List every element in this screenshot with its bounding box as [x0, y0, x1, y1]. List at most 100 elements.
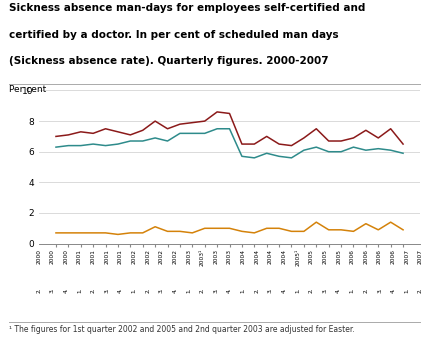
Text: 1.: 1. — [350, 287, 355, 293]
Text: 4.: 4. — [336, 287, 341, 293]
Text: 2002: 2002 — [145, 249, 150, 264]
Doctor-certified — [227, 127, 232, 131]
Text: 2007: 2007 — [418, 249, 423, 264]
Self-certified — [338, 228, 344, 232]
Total — [115, 130, 121, 134]
Doctor-certified — [326, 150, 331, 154]
Text: 2007: 2007 — [404, 249, 409, 264]
Doctor-certified — [78, 143, 83, 148]
Self-certified — [128, 231, 133, 235]
Text: 1.: 1. — [241, 287, 246, 293]
Self-certified — [252, 231, 257, 235]
Text: 2004: 2004 — [268, 249, 273, 264]
Doctor-certified — [252, 156, 257, 160]
Text: 4.: 4. — [63, 287, 68, 293]
Self-certified — [351, 229, 356, 234]
Total — [376, 136, 381, 140]
Text: 2005: 2005 — [323, 249, 327, 264]
Doctor-certified — [165, 139, 170, 143]
Text: 2006: 2006 — [377, 249, 382, 264]
Text: ¹ The figures for 1st quarter 2002 and 2005 and 2nd quarter 2003 are adjusted fo: ¹ The figures for 1st quarter 2002 and 2… — [9, 325, 354, 334]
Total — [289, 143, 294, 148]
Self-certified — [376, 228, 381, 232]
Text: 2005¹: 2005¹ — [295, 249, 300, 266]
Self-certified — [363, 222, 369, 226]
Text: 2000: 2000 — [63, 249, 68, 264]
Self-certified — [190, 231, 195, 235]
Text: 2.: 2. — [145, 287, 150, 293]
Text: 2.: 2. — [91, 287, 96, 293]
Self-certified — [264, 226, 269, 230]
Text: 2.: 2. — [200, 287, 205, 293]
Text: certified by a doctor. In per cent of scheduled man days: certified by a doctor. In per cent of sc… — [9, 30, 338, 40]
Total — [103, 127, 108, 131]
Text: 2002: 2002 — [132, 249, 136, 264]
Self-certified — [239, 229, 245, 234]
Total — [190, 120, 195, 125]
Doctor-certified — [376, 147, 381, 151]
Self-certified — [314, 220, 319, 224]
Doctor-certified — [115, 142, 121, 146]
Total — [351, 136, 356, 140]
Doctor-certified — [91, 142, 96, 146]
Self-certified — [301, 229, 306, 234]
Doctor-certified — [401, 151, 406, 155]
Line: Self-certified: Self-certified — [56, 222, 403, 235]
Doctor-certified — [153, 136, 158, 140]
Total — [128, 133, 133, 137]
Text: 3.: 3. — [50, 287, 55, 293]
Doctor-certified — [128, 139, 133, 143]
Self-certified — [401, 228, 406, 232]
Text: 2006: 2006 — [363, 249, 369, 264]
Text: 2.: 2. — [309, 287, 314, 293]
Doctor-certified — [66, 143, 71, 148]
Text: 3.: 3. — [104, 287, 109, 293]
Total — [78, 130, 83, 134]
Self-certified — [66, 231, 71, 235]
Text: 2003: 2003 — [213, 249, 218, 264]
Total — [53, 134, 58, 139]
Text: 1.: 1. — [186, 287, 191, 293]
Total — [326, 139, 331, 143]
Total — [202, 119, 207, 123]
Text: 4.: 4. — [172, 287, 178, 293]
Text: 2006: 2006 — [391, 249, 396, 264]
Text: 3.: 3. — [213, 287, 218, 293]
Text: 2000: 2000 — [50, 249, 55, 264]
Doctor-certified — [388, 148, 393, 152]
Text: 4.: 4. — [281, 287, 287, 293]
Text: 1.: 1. — [132, 287, 136, 293]
Self-certified — [326, 228, 331, 232]
Total — [91, 131, 96, 135]
Text: 1.: 1. — [295, 287, 300, 293]
Doctor-certified — [177, 131, 182, 135]
Self-certified — [227, 226, 232, 230]
Total — [153, 119, 158, 123]
Text: 2001: 2001 — [77, 249, 82, 264]
Text: 2001: 2001 — [91, 249, 96, 264]
Text: Per cent: Per cent — [9, 85, 46, 94]
Text: 4.: 4. — [227, 287, 232, 293]
Doctor-certified — [351, 145, 356, 149]
Text: (Sickness absence rate). Quarterly figures. 2000-2007: (Sickness absence rate). Quarterly figur… — [9, 56, 328, 66]
Doctor-certified — [277, 154, 282, 158]
Self-certified — [388, 220, 393, 224]
Text: 2.: 2. — [363, 287, 369, 293]
Text: 2.: 2. — [36, 287, 41, 293]
Self-certified — [277, 226, 282, 230]
Self-certified — [289, 229, 294, 234]
Text: 2001: 2001 — [104, 249, 109, 264]
Text: 4.: 4. — [391, 287, 396, 293]
Self-certified — [103, 231, 108, 235]
Text: 2006: 2006 — [350, 249, 355, 264]
Text: 3.: 3. — [268, 287, 273, 293]
Text: 3.: 3. — [377, 287, 382, 293]
Text: 2003¹: 2003¹ — [200, 249, 205, 266]
Self-certified — [202, 226, 207, 230]
Total — [388, 127, 393, 131]
Text: 2001: 2001 — [118, 249, 123, 264]
Text: 2003: 2003 — [227, 249, 232, 264]
Self-certified — [177, 229, 182, 234]
Doctor-certified — [338, 150, 344, 154]
Text: 2003: 2003 — [186, 249, 191, 264]
